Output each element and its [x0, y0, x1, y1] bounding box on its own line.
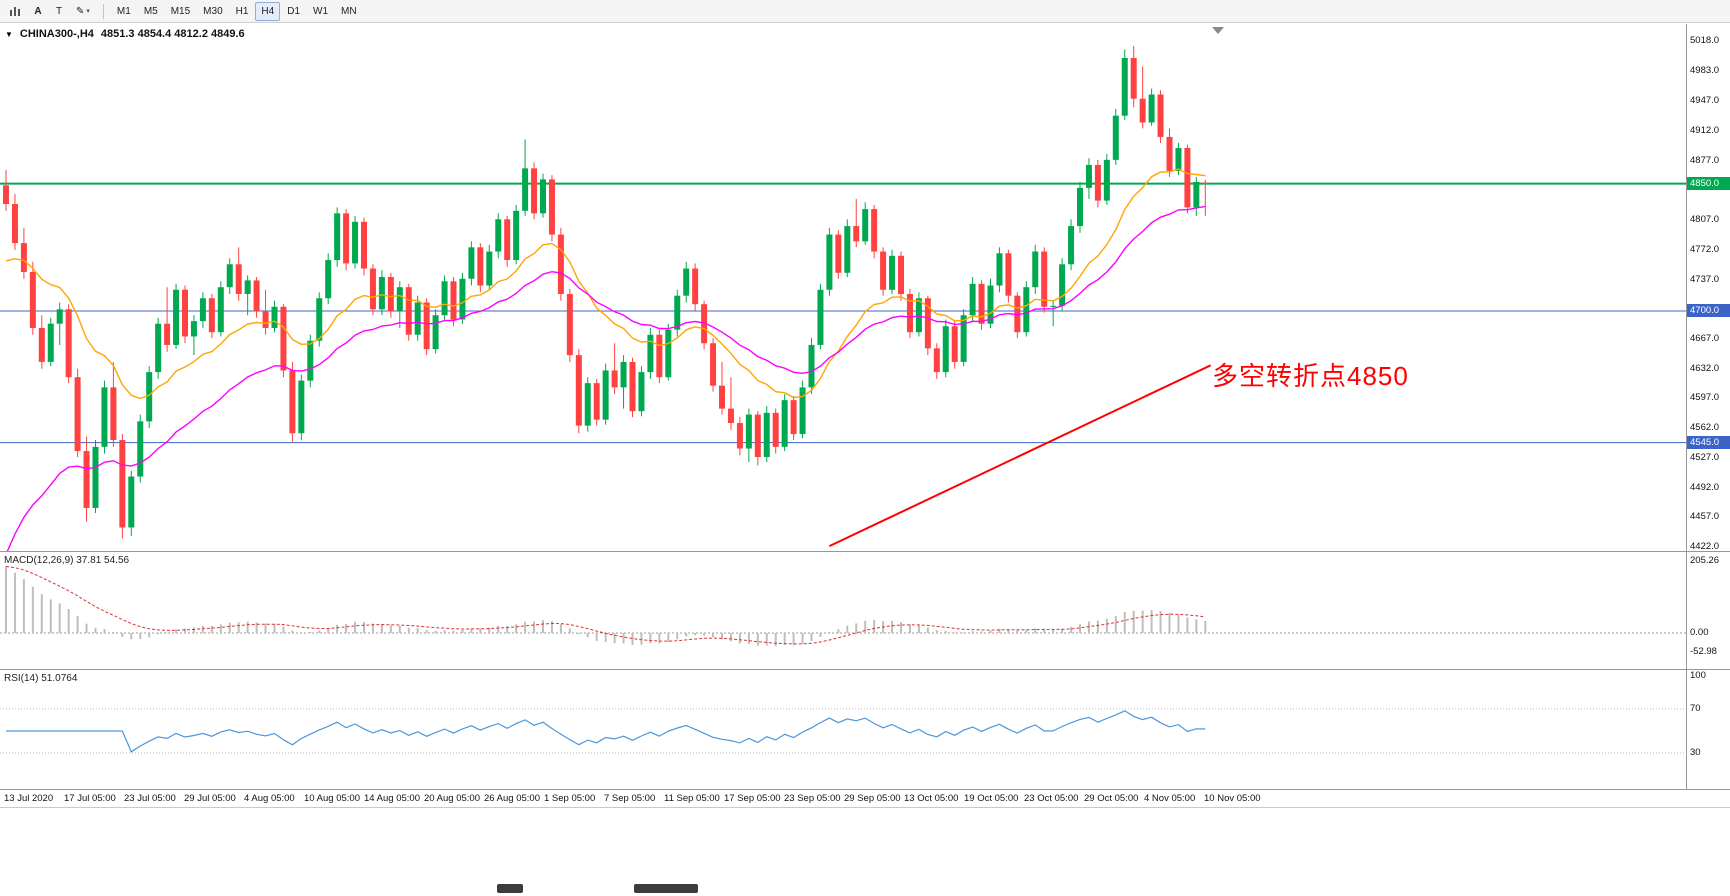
timeframe-button-m30[interactable]: M30	[197, 2, 228, 21]
axis-label: 4877.0	[1690, 154, 1720, 166]
time-label: 17 Sep 05:00	[724, 793, 781, 804]
price-scale[interactable]: 5018.0 4983.0 4947.0 4912.0 4877.0 4807.0 4772…	[1686, 24, 1730, 790]
axis-label: 70	[1690, 703, 1701, 714]
ohlc-values: 4851.3 4854.4 4812.2 4849.6	[100, 28, 245, 40]
time-label: 23 Sep 05:00	[784, 793, 841, 804]
timeframe-button-mn[interactable]: MN	[335, 2, 363, 21]
time-axis[interactable]: 13 Jul 2020 17 Jul 05:00 23 Jul 05:00 29 Ju…	[0, 790, 1686, 808]
time-label: 13 Jul 2020	[4, 793, 54, 804]
type-tool-button[interactable]: T	[49, 2, 69, 21]
axis-label: 4422.0	[1690, 541, 1720, 552]
time-label: 14 Aug 05:00	[364, 793, 420, 804]
axis-label: 4597.0	[1690, 392, 1720, 404]
chart-type-button[interactable]	[3, 2, 27, 21]
axis-label: 30	[1690, 747, 1701, 758]
macd-histogram	[5, 566, 1207, 647]
axis-label: 4737.0	[1690, 273, 1720, 285]
toolbar-separator	[102, 3, 104, 19]
time-label: 7 Sep 05:00	[604, 793, 656, 804]
ma-fast-orange	[5, 168, 1206, 400]
time-label: 20 Aug 05:00	[424, 793, 480, 804]
timeframe-button-w1[interactable]: W1	[307, 2, 334, 21]
time-label: 19 Oct 05:00	[964, 793, 1019, 804]
draw-tools-dropdown[interactable]: ✎ ▾	[70, 2, 96, 21]
timeframe-button-m1[interactable]: M1	[111, 2, 137, 21]
chart-shift-marker[interactable]	[1212, 27, 1224, 34]
macd-name: MACD(12,26,9)	[4, 555, 74, 566]
triangle-down-icon: ▼	[5, 29, 13, 39]
desktop-artifact	[634, 884, 698, 893]
time-label: 4 Aug 05:00	[244, 793, 295, 804]
timeframe-group: M1 M5 M15 M30 H1 H4 D1 W1 MN	[111, 1, 363, 21]
trend-line[interactable]	[828, 364, 1212, 548]
timeframe-button-m15[interactable]: M15	[165, 2, 196, 21]
timeframe-button-m5[interactable]: M5	[138, 2, 164, 21]
bar-chart-icon	[10, 7, 20, 16]
axis-label: 4667.0	[1690, 332, 1720, 344]
time-label: 23 Jul 05:00	[124, 793, 176, 804]
chevron-down-icon: ▾	[86, 8, 90, 15]
horizontal-lines[interactable]	[0, 182, 1686, 444]
chart-annotation[interactable]: 多空转折点4850	[1212, 361, 1409, 391]
time-label: 17 Jul 05:00	[64, 793, 116, 804]
axis-label: 4632.0	[1690, 362, 1720, 374]
desktop-artifact	[497, 884, 523, 893]
time-label: 11 Sep 05:00	[664, 793, 720, 804]
axis-label: 4947.0	[1690, 95, 1720, 107]
time-label: 13 Oct 05:00	[904, 793, 959, 804]
time-label: 23 Oct 05:00	[1024, 793, 1079, 804]
rsi-line	[6, 710, 1206, 753]
time-label: 10 Nov 05:00	[1204, 793, 1261, 804]
time-label: 4 Nov 05:00	[1144, 793, 1196, 804]
macd-label: MACD(12,26,9) 37.81 54.56	[4, 555, 129, 566]
time-label: 1 Sep 05:00	[544, 793, 596, 804]
text-tool-button[interactable]: A	[28, 2, 48, 21]
time-label: 29 Sep 05:00	[844, 793, 901, 804]
time-label: 29 Jul 05:00	[184, 793, 236, 804]
axis-label: -52.98	[1690, 645, 1717, 657]
price-badge: 4545.0	[1687, 435, 1730, 449]
axis-label: 4772.0	[1690, 243, 1720, 255]
axis-label: 100	[1690, 670, 1706, 681]
axis-label: 4983.0	[1690, 64, 1720, 76]
timeframe-button-h1[interactable]: H1	[230, 2, 255, 21]
axis-label: 4562.0	[1690, 422, 1720, 434]
axis-label: 4457.0	[1690, 511, 1720, 523]
macd-values: 37.81 54.56	[76, 555, 130, 566]
axis-label: 5018.0	[1690, 35, 1720, 46]
time-label: 29 Oct 05:00	[1084, 793, 1139, 804]
ma-slow-magenta	[6, 205, 1206, 552]
axis-label: 4807.0	[1690, 214, 1720, 226]
chart-header: ▼ CHINA300-,H4 4851.3 4854.4 4812.2 4849…	[5, 28, 245, 40]
macd-signal-line	[5, 566, 1206, 645]
price-badge: 4700.0	[1687, 303, 1730, 317]
pencil-icon: ✎	[76, 5, 85, 17]
timeframe-button-h4[interactable]: H4	[255, 1, 281, 21]
pane-separator[interactable]	[0, 789, 1730, 790]
time-label: 10 Aug 05:00	[304, 793, 360, 804]
axis-label: 4527.0	[1690, 451, 1720, 463]
symbol-label: CHINA300-,H4	[19, 28, 94, 40]
rsi-pane[interactable]	[0, 670, 1686, 790]
axis-label: 4492.0	[1690, 481, 1720, 493]
pane-separator[interactable]	[0, 669, 1730, 670]
window-bottom-edge	[0, 807, 1730, 808]
candles	[3, 46, 1209, 539]
toolbar: A T ✎ ▾ M1 M5 M15 M30 H1 H4 D1 W1 MN	[0, 0, 1730, 23]
rsi-name: RSI(14)	[4, 673, 39, 684]
axis-label: 0.00	[1690, 627, 1709, 638]
main-chart-pane[interactable]	[0, 24, 1686, 552]
axis-label: 4912.0	[1690, 124, 1720, 136]
timeframe-button-d1[interactable]: D1	[281, 2, 306, 21]
pane-separator[interactable]	[0, 551, 1730, 552]
axis-label: 205.26	[1690, 555, 1720, 567]
time-label: 26 Aug 05:00	[484, 793, 540, 804]
rsi-label: RSI(14) 51.0764	[4, 673, 77, 684]
price-badge: 4850.0	[1687, 176, 1730, 190]
macd-pane[interactable]	[0, 552, 1686, 670]
rsi-value: 51.0764	[41, 673, 78, 684]
